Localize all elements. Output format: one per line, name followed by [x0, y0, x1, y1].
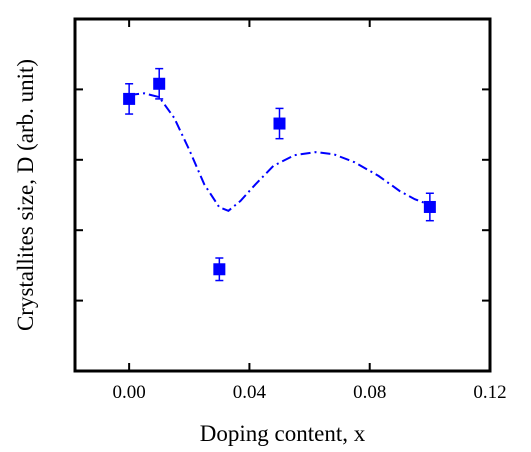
y-axis-title: Crystallites size, D (arb. unit): [13, 59, 38, 331]
data-point: [423, 200, 436, 213]
x-tick-label: 0.04: [233, 382, 267, 403]
data-point: [273, 117, 286, 130]
trend-line: [128, 92, 431, 212]
x-axis-title: Doping content, x: [200, 421, 366, 446]
data-point: [153, 77, 166, 90]
axes: 0.00 0.04 0.08 0.12: [73, 17, 507, 403]
plot-frame: [73, 17, 492, 373]
x-tick-label: 0.12: [473, 382, 506, 403]
plot-area: [123, 67, 436, 282]
x-tick-label: 0.00: [113, 382, 146, 403]
data-point: [123, 92, 136, 105]
data-point: [213, 263, 226, 276]
x-tick-label: 0.08: [353, 382, 386, 403]
